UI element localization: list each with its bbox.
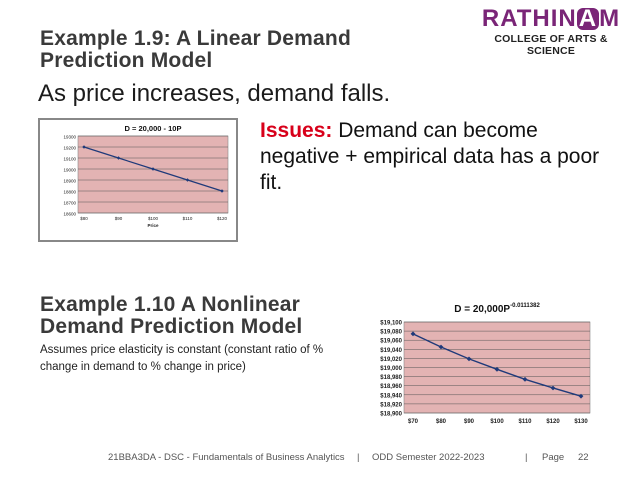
y-tick-label: $19,040 — [380, 348, 402, 354]
y-tick-label: 19000 — [63, 168, 76, 173]
y-tick-label: $19,000 — [380, 366, 402, 372]
x-tick-label: $70 — [408, 419, 419, 425]
chart-title: D = 20,000P-0.0111382 — [454, 303, 540, 315]
logo-brand-left: RATHIN — [481, 5, 577, 32]
data-point — [151, 167, 155, 171]
college-logo: RATHINAM COLLEGE OF ARTS & SCIENCE — [470, 6, 632, 58]
nonlinear-demand-chart: $19,100 $19,080 $19,060 $19,040 $19,020 $19,0… — [358, 290, 594, 430]
footer-page-label: Page — [542, 452, 565, 463]
x-tick-label: $80 — [436, 419, 447, 425]
x-tick-label: $90 — [464, 419, 475, 425]
y-tick-label: 18900 — [63, 179, 76, 184]
data-point — [522, 376, 528, 382]
data-point — [438, 344, 444, 350]
linear-demand-chart: 19300 19200 19100 19000 18900 18800 18700 18600… — [38, 118, 238, 242]
x-tick-label: $110 — [518, 419, 532, 425]
chart-title-text: D = 20,000 - 10P — [125, 124, 182, 133]
y-tick-label: 19300 — [63, 135, 76, 140]
data-point — [578, 393, 584, 399]
y-tick-label: $19,100 — [380, 321, 402, 327]
x-axis-label: Price — [147, 223, 159, 228]
issues-text: Demand can become negative + empirical d… — [260, 119, 600, 194]
slide-subtitle: As price increases, demand falls. — [38, 80, 391, 107]
chart-title-text: D = 20,000P — [454, 304, 510, 315]
x-tick-label: $120 — [217, 216, 228, 221]
x-tick-label: $90 — [115, 216, 123, 221]
x-tick-label: $130 — [574, 419, 588, 425]
logo-brand-mark: A — [576, 5, 600, 32]
data-point — [185, 178, 190, 182]
x-tick-label: $80 — [80, 216, 88, 221]
y-tick-label: $19,060 — [380, 339, 402, 345]
y-tick-label: $18,900 — [380, 412, 402, 418]
y-tick-label: 19200 — [63, 146, 76, 151]
example-1-10-title: Example 1.10 A Nonlinear Demand Predicti… — [40, 293, 303, 338]
nonlinear-demand-chart-svg: $19,100 $19,080 $19,060 $19,040 $19,020 $19,0… — [380, 303, 591, 425]
y-tick-label: $18,940 — [380, 393, 402, 399]
logo-brand-right: M — [599, 5, 621, 32]
chart-title-exponent: -0.0111382 — [510, 303, 540, 309]
footer-separator-2: | — [525, 452, 528, 463]
x-tick-label: $100 — [148, 216, 159, 221]
data-point — [82, 145, 86, 149]
x-tick-label: $110 — [183, 216, 193, 221]
data-point — [220, 189, 224, 193]
nonlinear-description: Assumes price elasticity is constant (co… — [40, 344, 324, 373]
x-tick-label: $100 — [490, 419, 504, 425]
logo-brand: RATHINAM — [470, 6, 632, 32]
plot-area — [77, 135, 229, 214]
footer-course: 21BBA3DA - DSC - Fundamentals of Busines… — [108, 452, 345, 463]
footer-separator-1: | — [357, 452, 360, 463]
issues-label: Issues: — [260, 119, 333, 142]
y-tick-label: 18800 — [63, 190, 76, 195]
y-tick-label: 18700 — [63, 201, 76, 206]
footer-semester: ODD Semester 2022-2023 — [372, 452, 485, 463]
y-tick-label: $18,960 — [380, 384, 402, 390]
chart-title: D = 20,000 - 10P — [125, 124, 182, 133]
data-point — [116, 156, 121, 160]
logo-college-name: COLLEGE OF ARTS & SCIENCE — [494, 33, 608, 57]
data-point — [550, 385, 556, 391]
y-tick-label: $19,020 — [380, 357, 402, 363]
y-tick-label: $18,980 — [380, 375, 402, 381]
x-tick-label: $120 — [546, 419, 560, 425]
y-tick-label: $19,080 — [380, 330, 402, 336]
linear-demand-chart-svg: 19300 19200 19100 19000 18900 18800 18700 18600… — [63, 124, 229, 228]
y-tick-label: 19100 — [63, 157, 76, 162]
y-tick-label: 18600 — [63, 212, 76, 217]
example-1-9-title: Example 1.9: A Linear Demand Prediction … — [40, 27, 351, 72]
issues-note: Issues: Demand can become negative + emp… — [260, 118, 620, 196]
footer-page-number: 22 — [578, 452, 589, 463]
data-point — [466, 356, 472, 362]
y-tick-label: $18,920 — [380, 402, 402, 408]
